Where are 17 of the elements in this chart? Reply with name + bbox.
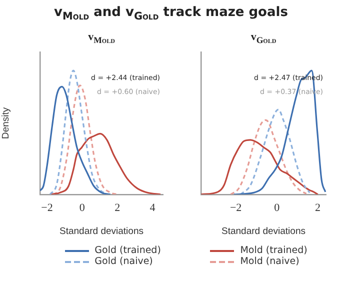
- x-tick-label: −2: [41, 202, 53, 214]
- x-axis-title: Standard deviations: [60, 226, 144, 237]
- chart-subtitle: v$_{Mold}$: [87, 30, 116, 46]
- x-tick-label: 2: [114, 202, 120, 214]
- legend-label: Gold (naive): [94, 256, 153, 267]
- x-tick-label: 4: [150, 202, 156, 214]
- x-axis-title: Standard deviations: [222, 226, 306, 237]
- chart-title: v$_{Mold}$ and v$_{Gold}$ track maze goals: [53, 4, 289, 25]
- legend-label: Mold (naive): [240, 256, 300, 267]
- x-tick-label: −2: [230, 202, 242, 214]
- chart-subtitle: v$_{Gold}$: [250, 30, 278, 46]
- y-axis-title: Density: [0, 107, 12, 140]
- x-tick-label: 0: [274, 202, 280, 214]
- legend-label: Mold (trained): [240, 245, 308, 256]
- x-tick-label: 2: [315, 202, 321, 214]
- legend-label: Gold (trained): [94, 245, 161, 256]
- x-tick-label: 0: [79, 202, 86, 214]
